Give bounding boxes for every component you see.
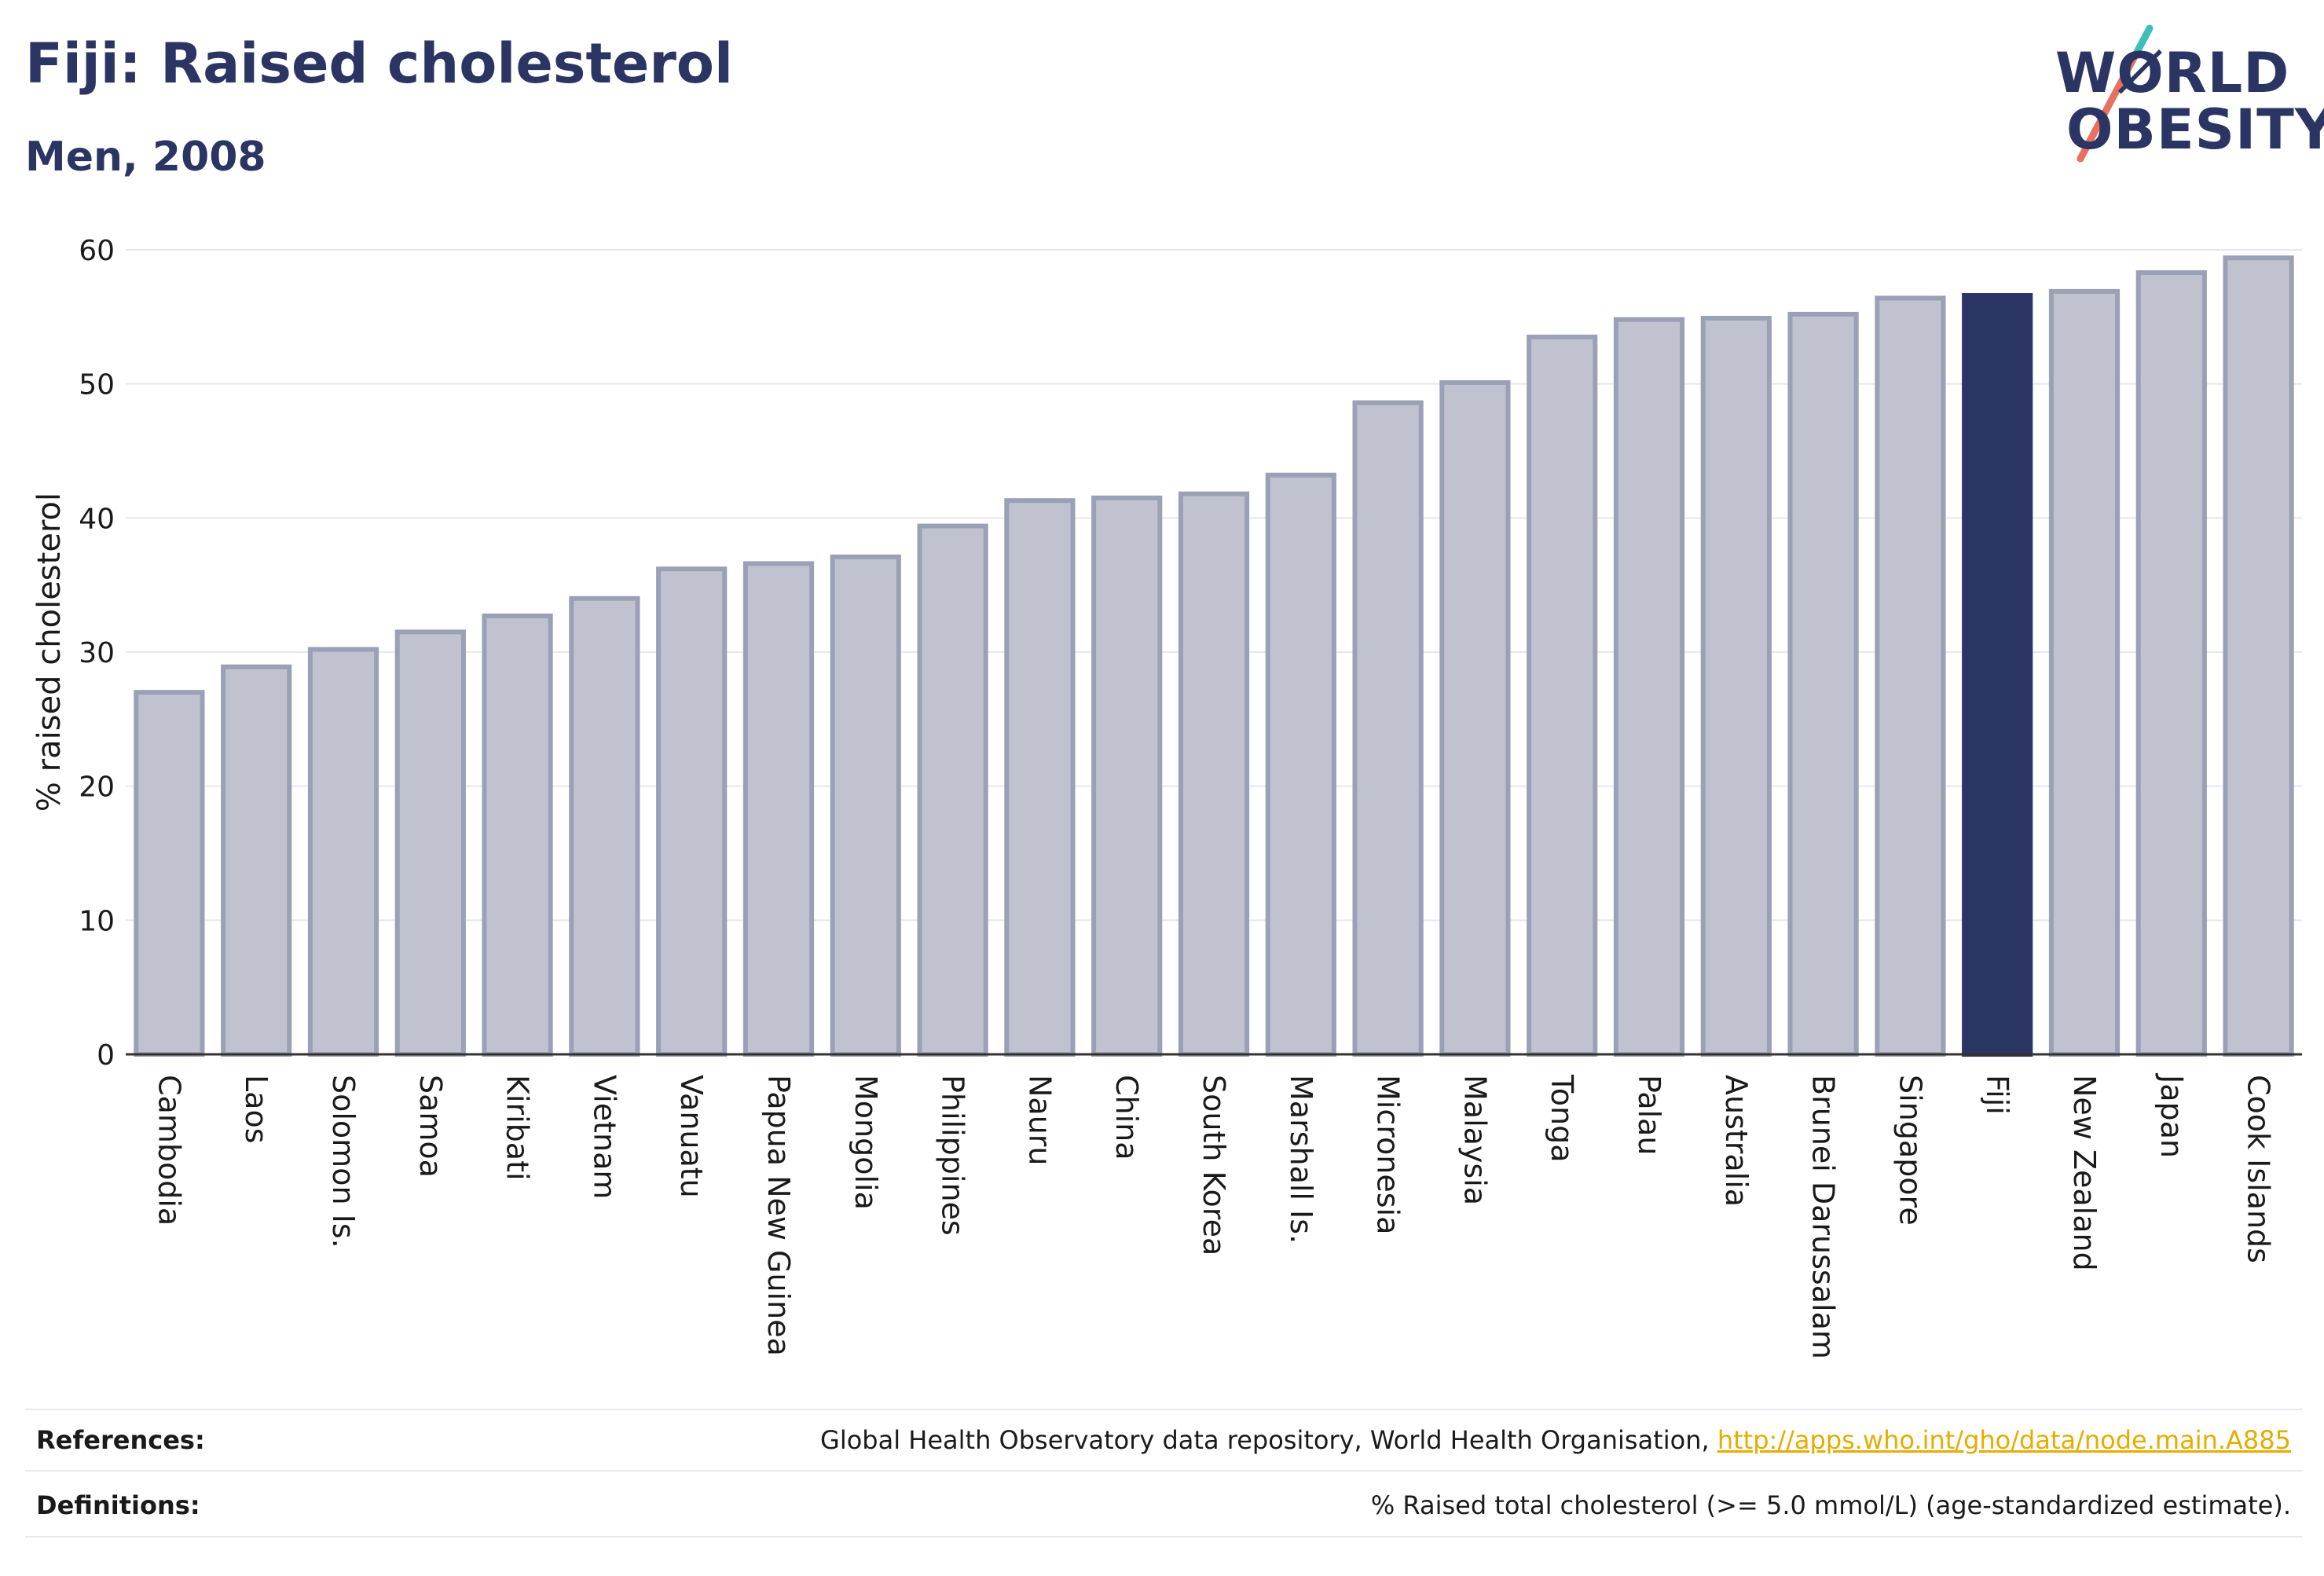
bar <box>307 647 379 1057</box>
bar <box>1178 491 1250 1057</box>
references-text: Global Health Observatory data repositor… <box>820 1425 1717 1455</box>
definitions-text: % Raised total cholesterol (>= 5.0 mmol/… <box>1370 1490 2291 1520</box>
bar <box>1527 334 1598 1057</box>
logo-slash-icon <box>2077 24 2154 163</box>
bar <box>1004 498 1076 1057</box>
references-link[interactable]: http://apps.who.int/gho/data/node.main.A… <box>1717 1425 2291 1455</box>
bar <box>742 561 815 1057</box>
x-tick-label: Singapore <box>1893 1075 1927 1226</box>
x-tick-label: Samoa <box>413 1075 448 1178</box>
x-tick-label: Brunei Darussalam <box>1806 1075 1841 1359</box>
x-tick-label: Vanuatu <box>674 1075 709 1198</box>
bar <box>830 554 901 1057</box>
bar <box>1875 295 1946 1057</box>
x-tick-label: Micronesia <box>1371 1075 1406 1234</box>
x-tick-label: Malaysia <box>1457 1075 1492 1205</box>
bar <box>394 629 466 1057</box>
x-tick-label: Japan <box>2154 1073 2189 1158</box>
x-tick-label: New Zealand <box>2067 1075 2102 1271</box>
bar <box>1962 293 2033 1057</box>
page-title: Fiji: Raised cholesterol <box>25 31 734 96</box>
x-tick-label: Cambodia <box>152 1075 186 1226</box>
y-axis-label: % raised cholesterol <box>31 493 68 812</box>
bar <box>1352 400 1424 1057</box>
x-tick-label: South Korea <box>1197 1075 1231 1255</box>
x-tick-label: Palau <box>1632 1075 1666 1155</box>
bar-chart: 0 10 20 30 40 50 60 % raised cholesterol Cambodi… <box>31 235 2302 1359</box>
x-tick-label: Mongolia <box>849 1075 883 1210</box>
references-row: References: Global Health Observatory da… <box>25 1409 2302 1472</box>
definitions-label: Definitions: <box>36 1490 200 1520</box>
bar <box>1613 317 1685 1057</box>
y-tick-label: 10 <box>79 905 115 937</box>
y-tick-label: 40 <box>79 503 115 535</box>
x-tick-label: Nauru <box>1022 1075 1057 1166</box>
bar <box>1787 311 1859 1057</box>
references-value: Global Health Observatory data repositor… <box>820 1425 2291 1455</box>
x-tick-label: Australia <box>1719 1075 1754 1207</box>
x-tick-label: Papua New Guinea <box>761 1075 796 1356</box>
x-tick-label: Marshall Is. <box>1284 1075 1318 1244</box>
x-tick-label: Fiji <box>1980 1075 2014 1115</box>
bar <box>134 690 205 1057</box>
bar <box>917 523 988 1057</box>
bar <box>2135 270 2207 1057</box>
references-label: References: <box>36 1425 205 1455</box>
x-tick-label: Tonga <box>1545 1074 1579 1163</box>
bar <box>2223 255 2294 1057</box>
x-tick-label: Philippines <box>936 1075 970 1236</box>
x-tick-label: Cook Islands <box>2242 1075 2276 1263</box>
bar <box>482 613 553 1057</box>
bar <box>2048 288 2121 1057</box>
x-tick-label: Kiribati <box>500 1075 535 1181</box>
x-tick-label: China <box>1109 1075 1144 1160</box>
logo-line-1: WØRLD <box>2055 41 2290 105</box>
x-tick-label: Laos <box>239 1075 273 1144</box>
y-tick-label: 20 <box>79 772 115 804</box>
y-tick-label: 50 <box>79 369 115 401</box>
y-tick-label: 30 <box>79 637 115 669</box>
x-tick-label: Vietnam <box>587 1075 621 1199</box>
page-subtitle: Men, 2008 <box>25 134 266 181</box>
y-tick-label: 60 <box>79 235 115 267</box>
x-tick-label: Solomon Is. <box>326 1075 361 1248</box>
bar <box>1439 379 1511 1057</box>
definitions-row: Definitions: % Raised total cholesterol … <box>25 1475 2302 1538</box>
bar <box>656 566 728 1057</box>
world-obesity-logo: WØRLD OBESITY <box>2043 24 2324 165</box>
bar <box>1700 316 1772 1057</box>
bar <box>1091 495 1163 1057</box>
bar <box>569 596 640 1057</box>
bar <box>1265 472 1336 1057</box>
y-tick-label: 0 <box>97 1039 115 1072</box>
logo-line-2: OBESITY <box>2066 97 2324 162</box>
bar <box>221 664 292 1057</box>
